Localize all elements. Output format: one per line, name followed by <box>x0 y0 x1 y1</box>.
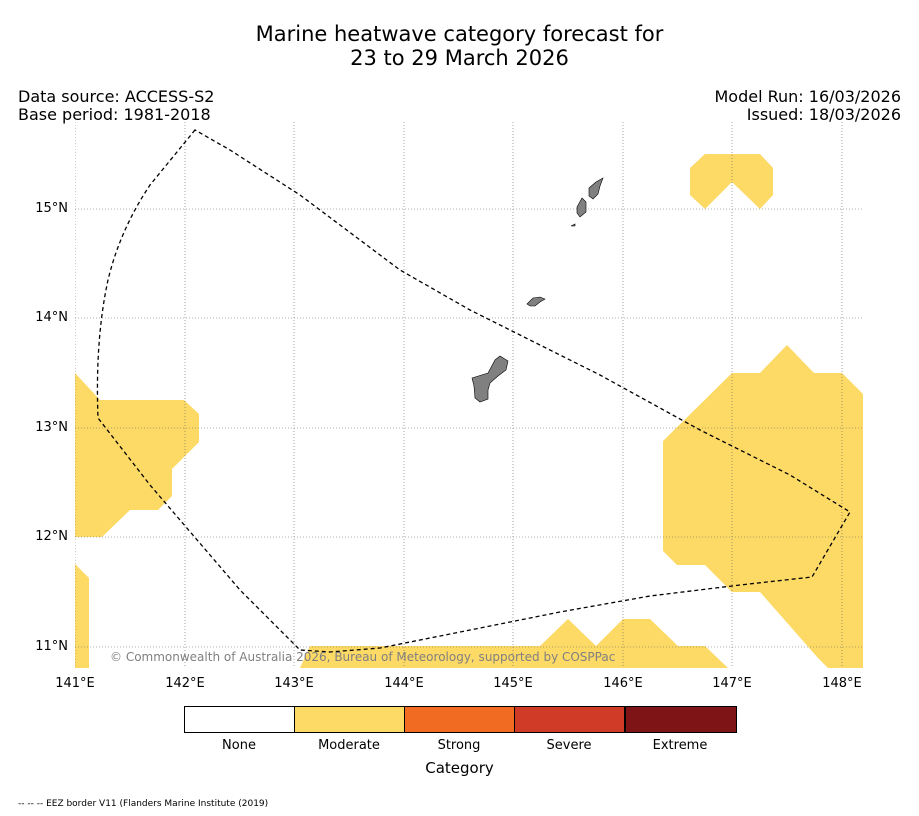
moderate-region-south <box>300 619 728 668</box>
island-tinian <box>576 197 587 218</box>
copyright-text: © Commonwealth of Australia 2026, Bureau… <box>110 650 616 664</box>
eez-footnote: -- -- -- EEZ border V11 (Flanders Marine… <box>18 799 269 809</box>
meta-left: Data source: ACCESS-S2 Base period: 1981… <box>18 88 214 124</box>
island-aguijan <box>570 223 576 227</box>
lat-label-12n: 12°N <box>35 529 68 544</box>
legend-swatch-strong <box>404 706 515 733</box>
base-period: Base period: 1981-2018 <box>18 105 211 124</box>
island-guam <box>471 355 509 403</box>
title-line-1: Marine heatwave category forecast for <box>255 22 664 46</box>
lon-label-148e: 148°E <box>822 676 862 691</box>
lon-label-144e: 144°E <box>384 676 424 691</box>
lat-label-15n: 15°N <box>35 201 68 216</box>
moderate-region-northeast <box>690 154 773 209</box>
chart-title: Marine heatwave category forecast for 23… <box>0 22 919 70</box>
lon-label-145e: 145°E <box>493 676 533 691</box>
island-rota <box>526 296 546 307</box>
legend-label-extreme: Extreme <box>652 738 708 753</box>
legend-label-strong: Strong <box>437 738 481 753</box>
data-source: Data source: ACCESS-S2 <box>18 87 215 106</box>
islands <box>471 177 604 403</box>
legend-swatch-extreme <box>625 706 737 733</box>
gridlines <box>75 122 863 668</box>
map-area <box>75 122 863 668</box>
moderate-region-west <box>75 373 199 537</box>
legend-swatch-moderate <box>294 706 405 733</box>
lon-label-142e: 142°E <box>165 676 205 691</box>
moderate-regions <box>75 154 863 668</box>
legend-label-severe: Severe <box>546 738 592 753</box>
issued-date: Issued: 18/03/2026 <box>746 105 901 124</box>
legend-swatch-none <box>184 706 295 733</box>
lon-label-147e: 147°E <box>712 676 752 691</box>
lon-label-141e: 141°E <box>55 676 95 691</box>
island-saipan <box>588 177 604 200</box>
moderate-region-east <box>663 345 863 668</box>
legend-swatch-severe <box>514 706 625 733</box>
lon-label-143e: 143°E <box>274 676 314 691</box>
meta-right: Model Run: 16/03/2026 Issued: 18/03/2026 <box>715 88 902 124</box>
lat-label-13n: 13°N <box>35 420 68 435</box>
map-canvas <box>75 122 863 668</box>
eez-border <box>96 129 851 653</box>
legend-title: Category <box>425 759 494 777</box>
model-run: Model Run: 16/03/2026 <box>714 87 902 106</box>
legend-label-moderate: Moderate <box>318 738 380 753</box>
lon-label-146e: 146°E <box>603 676 643 691</box>
moderate-region-southwest <box>75 564 89 668</box>
legend-label-none: None <box>222 738 256 753</box>
lat-label-14n: 14°N <box>35 310 68 325</box>
lat-label-11n: 11°N <box>35 639 68 654</box>
title-line-2: 23 to 29 March 2026 <box>350 46 569 70</box>
